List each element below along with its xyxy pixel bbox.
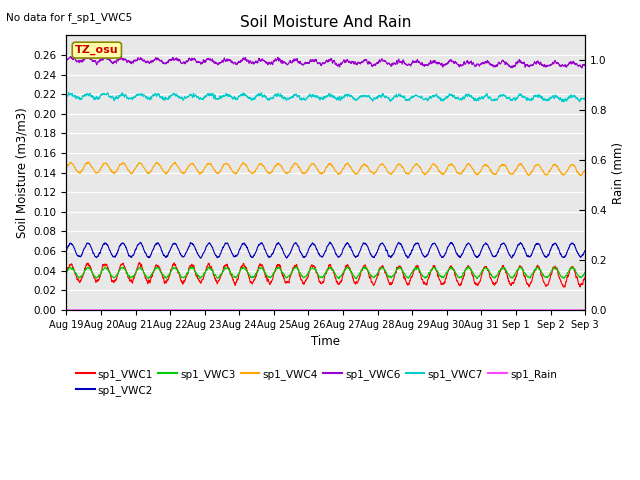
sp1_Rain	[152, 307, 160, 313]
sp1_VWC4	[577, 173, 584, 179]
sp1_VWC3	[63, 271, 70, 276]
sp1_VWC1	[284, 279, 292, 285]
sp1_VWC2	[326, 239, 333, 245]
Line: sp1_VWC7: sp1_VWC7	[67, 93, 585, 102]
sp1_VWC3	[284, 274, 292, 279]
sp1_VWC7	[63, 94, 70, 99]
sp1_VWC4	[515, 162, 523, 168]
sp1_VWC7	[122, 92, 129, 97]
Y-axis label: Rain (mm): Rain (mm)	[612, 142, 625, 204]
Line: sp1_VWC2: sp1_VWC2	[67, 242, 585, 258]
Line: sp1_VWC4: sp1_VWC4	[67, 162, 585, 176]
Line: sp1_VWC1: sp1_VWC1	[67, 263, 585, 287]
sp1_Rain	[515, 307, 523, 313]
Title: Soil Moisture And Rain: Soil Moisture And Rain	[240, 15, 412, 30]
sp1_VWC7	[65, 90, 72, 96]
sp1_VWC6	[284, 61, 292, 67]
sp1_VWC6	[262, 59, 269, 64]
Text: No data for f_sp1_VWC5: No data for f_sp1_VWC5	[6, 12, 132, 23]
sp1_VWC4	[284, 169, 292, 175]
sp1_VWC2	[196, 255, 204, 261]
sp1_VWC1	[515, 264, 523, 270]
sp1_Rain	[284, 307, 292, 313]
sp1_VWC6	[153, 57, 161, 62]
sp1_VWC2	[572, 245, 579, 251]
Text: TZ_osu: TZ_osu	[75, 45, 118, 55]
Legend: sp1_VWC1, sp1_VWC2, sp1_VWC3, sp1_VWC4, sp1_VWC6, sp1_VWC7, sp1_Rain: sp1_VWC1, sp1_VWC2, sp1_VWC3, sp1_VWC4, …	[72, 364, 561, 400]
sp1_VWC3	[262, 270, 269, 276]
sp1_VWC3	[516, 264, 524, 270]
sp1_VWC1	[153, 262, 161, 268]
sp1_VWC7	[581, 95, 589, 101]
sp1_VWC7	[572, 94, 579, 99]
sp1_VWC4	[63, 164, 70, 170]
sp1_VWC7	[560, 99, 568, 105]
sp1_VWC3	[465, 264, 472, 270]
sp1_VWC1	[559, 284, 567, 290]
sp1_VWC3	[353, 276, 360, 282]
sp1_VWC6	[572, 62, 579, 68]
sp1_VWC3	[572, 267, 579, 273]
sp1_Rain	[63, 307, 70, 313]
sp1_VWC6	[581, 62, 589, 68]
sp1_VWC1	[136, 260, 143, 265]
Y-axis label: Soil Moisture (m3/m3): Soil Moisture (m3/m3)	[15, 107, 28, 238]
sp1_VWC1	[63, 269, 70, 275]
sp1_VWC7	[262, 94, 269, 100]
sp1_VWC2	[581, 248, 589, 253]
sp1_VWC2	[152, 241, 160, 247]
sp1_VWC4	[581, 167, 589, 173]
sp1_VWC7	[153, 93, 161, 99]
sp1_VWC2	[284, 253, 292, 259]
sp1_VWC1	[122, 266, 129, 272]
sp1_VWC2	[122, 244, 129, 250]
sp1_VWC6	[515, 58, 523, 63]
Line: sp1_VWC3: sp1_VWC3	[67, 267, 585, 279]
sp1_VWC4	[122, 163, 129, 168]
sp1_VWC4	[153, 159, 161, 165]
sp1_VWC2	[516, 241, 524, 247]
sp1_VWC7	[284, 96, 292, 101]
sp1_VWC2	[63, 248, 70, 254]
sp1_VWC1	[572, 269, 579, 275]
sp1_VWC1	[262, 275, 269, 280]
sp1_VWC4	[262, 167, 269, 172]
sp1_Rain	[581, 307, 589, 313]
sp1_VWC1	[581, 274, 589, 280]
sp1_Rain	[122, 307, 129, 313]
Line: sp1_VWC6: sp1_VWC6	[67, 56, 585, 68]
sp1_VWC6	[63, 58, 70, 63]
sp1_VWC2	[262, 248, 269, 253]
sp1_VWC3	[152, 266, 160, 272]
X-axis label: Time: Time	[311, 335, 340, 348]
sp1_VWC3	[122, 268, 129, 274]
sp1_Rain	[262, 307, 269, 313]
sp1_VWC6	[122, 57, 129, 62]
sp1_VWC4	[572, 164, 579, 169]
sp1_VWC6	[578, 65, 586, 71]
sp1_VWC3	[581, 269, 589, 275]
sp1_Rain	[571, 307, 579, 313]
sp1_VWC7	[515, 92, 523, 97]
sp1_VWC6	[67, 53, 75, 59]
sp1_VWC4	[85, 159, 93, 165]
